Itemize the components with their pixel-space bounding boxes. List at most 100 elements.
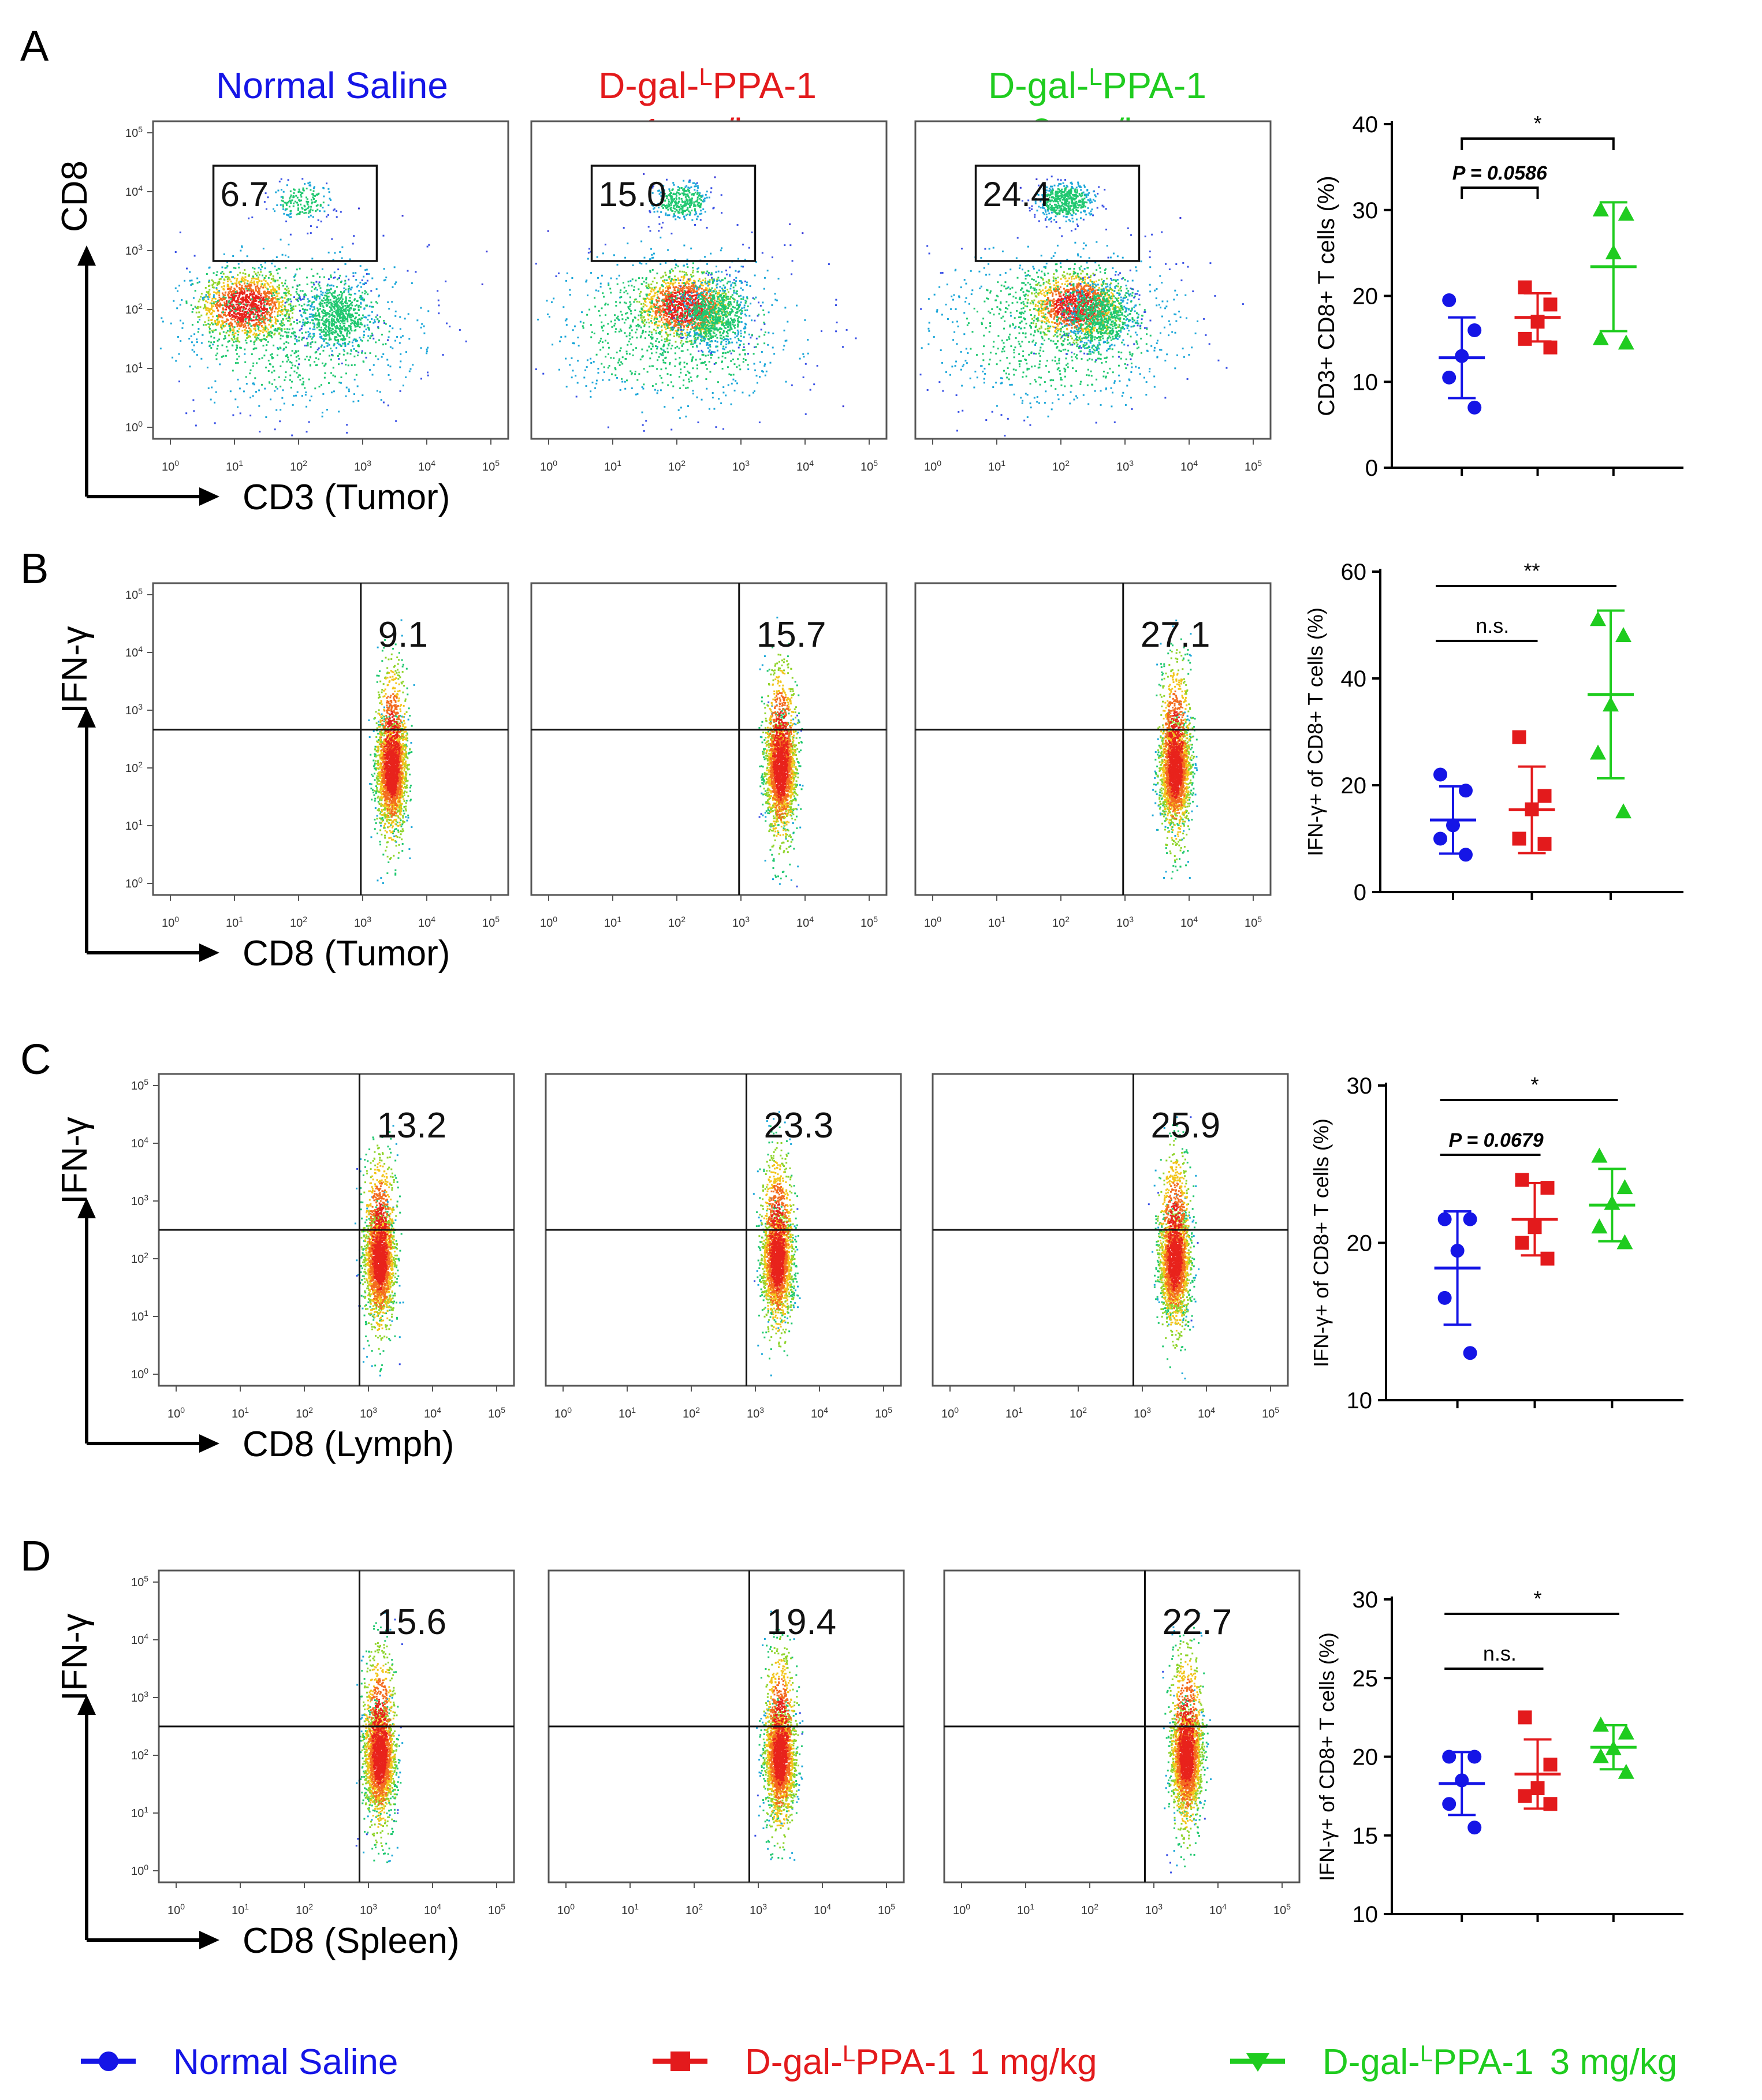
event-dot (237, 406, 239, 408)
event-dot (260, 268, 262, 270)
event-dot (198, 328, 199, 330)
event-dot (229, 303, 231, 305)
event-dot (337, 315, 338, 317)
event-dot (692, 271, 694, 273)
event-dot (675, 267, 676, 268)
event-dot (230, 298, 232, 300)
event-dot (270, 354, 271, 356)
event-dot (308, 335, 310, 337)
event-dot (308, 421, 310, 423)
event-dot (193, 333, 195, 335)
event-dot (371, 277, 373, 279)
event-dot (754, 320, 755, 322)
event-dot (657, 324, 658, 326)
event-dot (222, 294, 224, 296)
event-dot (706, 300, 708, 301)
event-dot (643, 303, 645, 304)
event-dot (638, 319, 639, 320)
event-dot (233, 329, 234, 330)
event-dot (350, 323, 352, 324)
event-dot (720, 344, 722, 345)
event-dot (249, 331, 251, 333)
event-dot (312, 195, 314, 196)
event-dot (350, 307, 352, 309)
event-dot (186, 302, 188, 304)
event-dot (259, 274, 260, 275)
event-dot (260, 293, 262, 294)
event-dot (228, 301, 229, 303)
event-dot (248, 327, 250, 329)
event-dot (748, 334, 750, 335)
event-dot (344, 330, 346, 331)
event-dot (317, 349, 319, 350)
event-dot (232, 297, 234, 299)
event-dot (411, 282, 413, 284)
event-dot (298, 340, 300, 342)
event-dot (645, 319, 646, 321)
event-dot (673, 335, 675, 337)
event-dot (308, 216, 310, 218)
event-dot (348, 285, 350, 287)
event-dot (321, 384, 322, 386)
event-dot (666, 285, 668, 287)
event-dot (683, 271, 685, 273)
event-dot (227, 281, 229, 282)
event-dot (420, 378, 422, 379)
event-dot (273, 292, 274, 294)
event-dot (708, 321, 710, 323)
event-dot (224, 312, 226, 314)
event-dot (327, 313, 329, 315)
event-dot (341, 331, 342, 333)
event-dot (258, 334, 259, 336)
event-dot (744, 304, 746, 306)
event-dot (701, 288, 703, 289)
event-dot (370, 290, 372, 292)
event-dot (221, 299, 223, 301)
event-dot (280, 239, 282, 241)
event-dot (702, 292, 703, 294)
event-dot (319, 210, 321, 212)
event-dot (274, 329, 275, 331)
event-dot (298, 199, 300, 201)
event-dot (465, 341, 467, 342)
event-dot (363, 331, 365, 333)
event-dot (263, 334, 265, 336)
event-dot (248, 319, 249, 321)
event-dot (251, 330, 252, 331)
event-dot (210, 335, 212, 337)
event-dot (324, 372, 326, 374)
event-dot (318, 315, 320, 316)
event-dot (195, 424, 197, 426)
event-dot (700, 319, 702, 321)
event-dot (682, 329, 684, 331)
event-dot (294, 335, 296, 337)
event-dot (181, 299, 182, 301)
event-dot (339, 275, 341, 277)
event-dot (239, 272, 241, 274)
event-dot (739, 304, 741, 306)
event-dot (260, 330, 262, 332)
event-dot (304, 183, 306, 185)
event-dot (662, 308, 664, 309)
event-dot (208, 296, 210, 298)
event-dot (371, 333, 373, 334)
event-dot (333, 320, 334, 322)
event-dot (646, 310, 648, 312)
event-dot (265, 286, 266, 288)
event-dot (306, 338, 308, 340)
event-dot (699, 312, 701, 314)
event-dot (347, 353, 348, 355)
event-dot (229, 279, 230, 281)
event-dot (223, 279, 225, 281)
event-dot (307, 284, 308, 285)
event-dot (679, 307, 681, 309)
event-dot (263, 248, 265, 249)
event-dot (274, 311, 275, 312)
event-dot (692, 289, 694, 291)
event-dot (656, 312, 658, 314)
x-tick-label: 104 (418, 458, 435, 473)
event-dot (312, 193, 314, 195)
event-dot (218, 338, 220, 340)
event-dot (741, 312, 743, 314)
event-dot (251, 291, 252, 293)
